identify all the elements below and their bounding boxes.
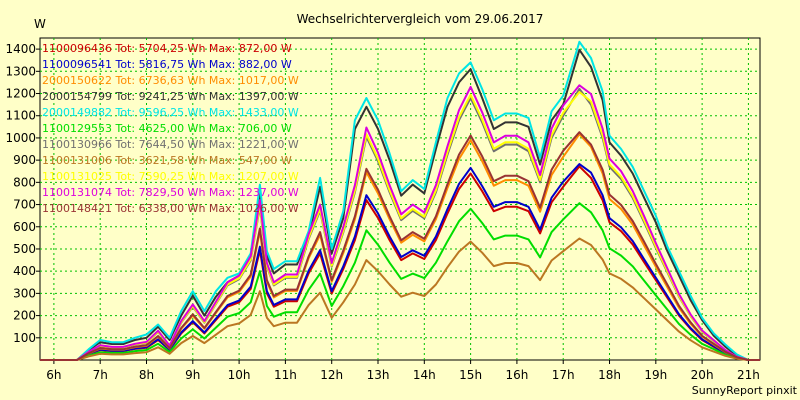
legend-entry-1100131025: 1100131025 Tot: 7590,25 Wh Max: 1207,00 … [42,170,299,183]
x-axis-ticks: 6h 7h 8h 9h 10h 11h 12h 13h 14h 15h 16h 17h 18h 19h 20… [46,360,760,382]
y-tick-label: 300 [13,286,36,300]
y-tick-label: 700 [13,198,36,212]
y-tick-label: 600 [13,220,36,234]
y-tick-label: 1100 [5,109,36,123]
y-axis-unit: W [34,17,46,31]
plot-area [39,37,761,361]
series-line-1100131074 [40,84,760,361]
series-line-2000149882 [40,40,760,361]
legend-entry-2000149882: 2000149882 Tot: 9596,25 Wh Max: 1433,00 … [42,106,299,119]
x-tick-label: 18h [598,368,621,382]
x-tick-label: 21h [737,368,760,382]
x-tick-label: 7h [93,368,108,382]
legend-entry-1100130966: 1100130966 Tot: 7644,50 Wh Max: 1221,00 … [42,138,299,151]
legend-entry-1100096541: 1100096541 Tot: 5816,75 Wh Max: 882,00 W [42,58,292,71]
legend-entry-1100129553: 1100129553 Tot: 4625,00 Wh Max: 706,00 W [42,122,292,135]
x-tick-label: 10h [228,368,251,382]
x-tick-label: 11h [274,368,297,382]
y-tick-label: 800 [13,175,36,189]
legend-entry-2000154799: 2000154799 Tot: 9241,25 Wh Max: 1397,00 … [42,90,299,103]
x-tick-label: 12h [320,368,343,382]
legend: 1100096436 Tot: 5704,25 Wh Max: 872,00 W… [42,42,299,215]
series-line-1100148421 [40,131,760,361]
y-tick-label: 100 [13,331,36,345]
x-tick-label: 16h [505,368,528,382]
y-tick-label: 400 [13,264,36,278]
grid-lines [40,38,760,360]
x-tick-label: 13h [367,368,390,382]
x-tick-label: 17h [552,368,575,382]
series-line-1100096541 [40,163,760,361]
y-axis-ticks: 100 200 300 400 500 600 700 800 900 1000 1100 1200 1… [5,42,40,345]
y-tick-label: 900 [13,153,36,167]
x-tick-label: 20h [691,368,714,382]
y-tick-label: 1200 [5,87,36,101]
x-tick-label: 8h [139,368,154,382]
legend-entry-1100096436: 1100096436 Tot: 5704,25 Wh Max: 872,00 W [42,42,292,55]
chart-title: Wechselrichtervergleich vom 29.06.2017 [297,12,544,26]
x-tick-label: 9h [185,368,200,382]
x-tick-label: 6h [46,368,61,382]
x-tick-label: 15h [459,368,482,382]
series-line-2000154799 [40,48,760,361]
series-lines [40,40,760,361]
legend-entry-1100131006: 1100131006 Tot: 3621,58 Wh Max: 547,00 W [42,154,292,167]
y-tick-label: 1300 [5,64,36,78]
y-tick-label: 500 [13,242,36,256]
x-tick-label: 19h [644,368,667,382]
x-tick-label: 14h [413,368,436,382]
y-tick-label: 1000 [5,131,36,145]
series-line-1100131006 [40,237,760,361]
y-tick-label: 1400 [5,42,36,56]
legend-entry-1100131074: 1100131074 Tot: 7829,50 Wh Max: 1237,00 … [42,186,299,199]
legend-entry-1100148421: 1100148421 Tot: 6338,00 Wh Max: 1026,00 … [42,202,299,215]
footer-credit: SunnyReport pinxit [692,384,798,397]
y-tick-label: 200 [13,309,36,323]
legend-entry-2000150622: 2000150622 Tot: 6736,63 Wh Max: 1017,00 … [42,74,299,87]
series-line-1100129553 [40,202,760,361]
